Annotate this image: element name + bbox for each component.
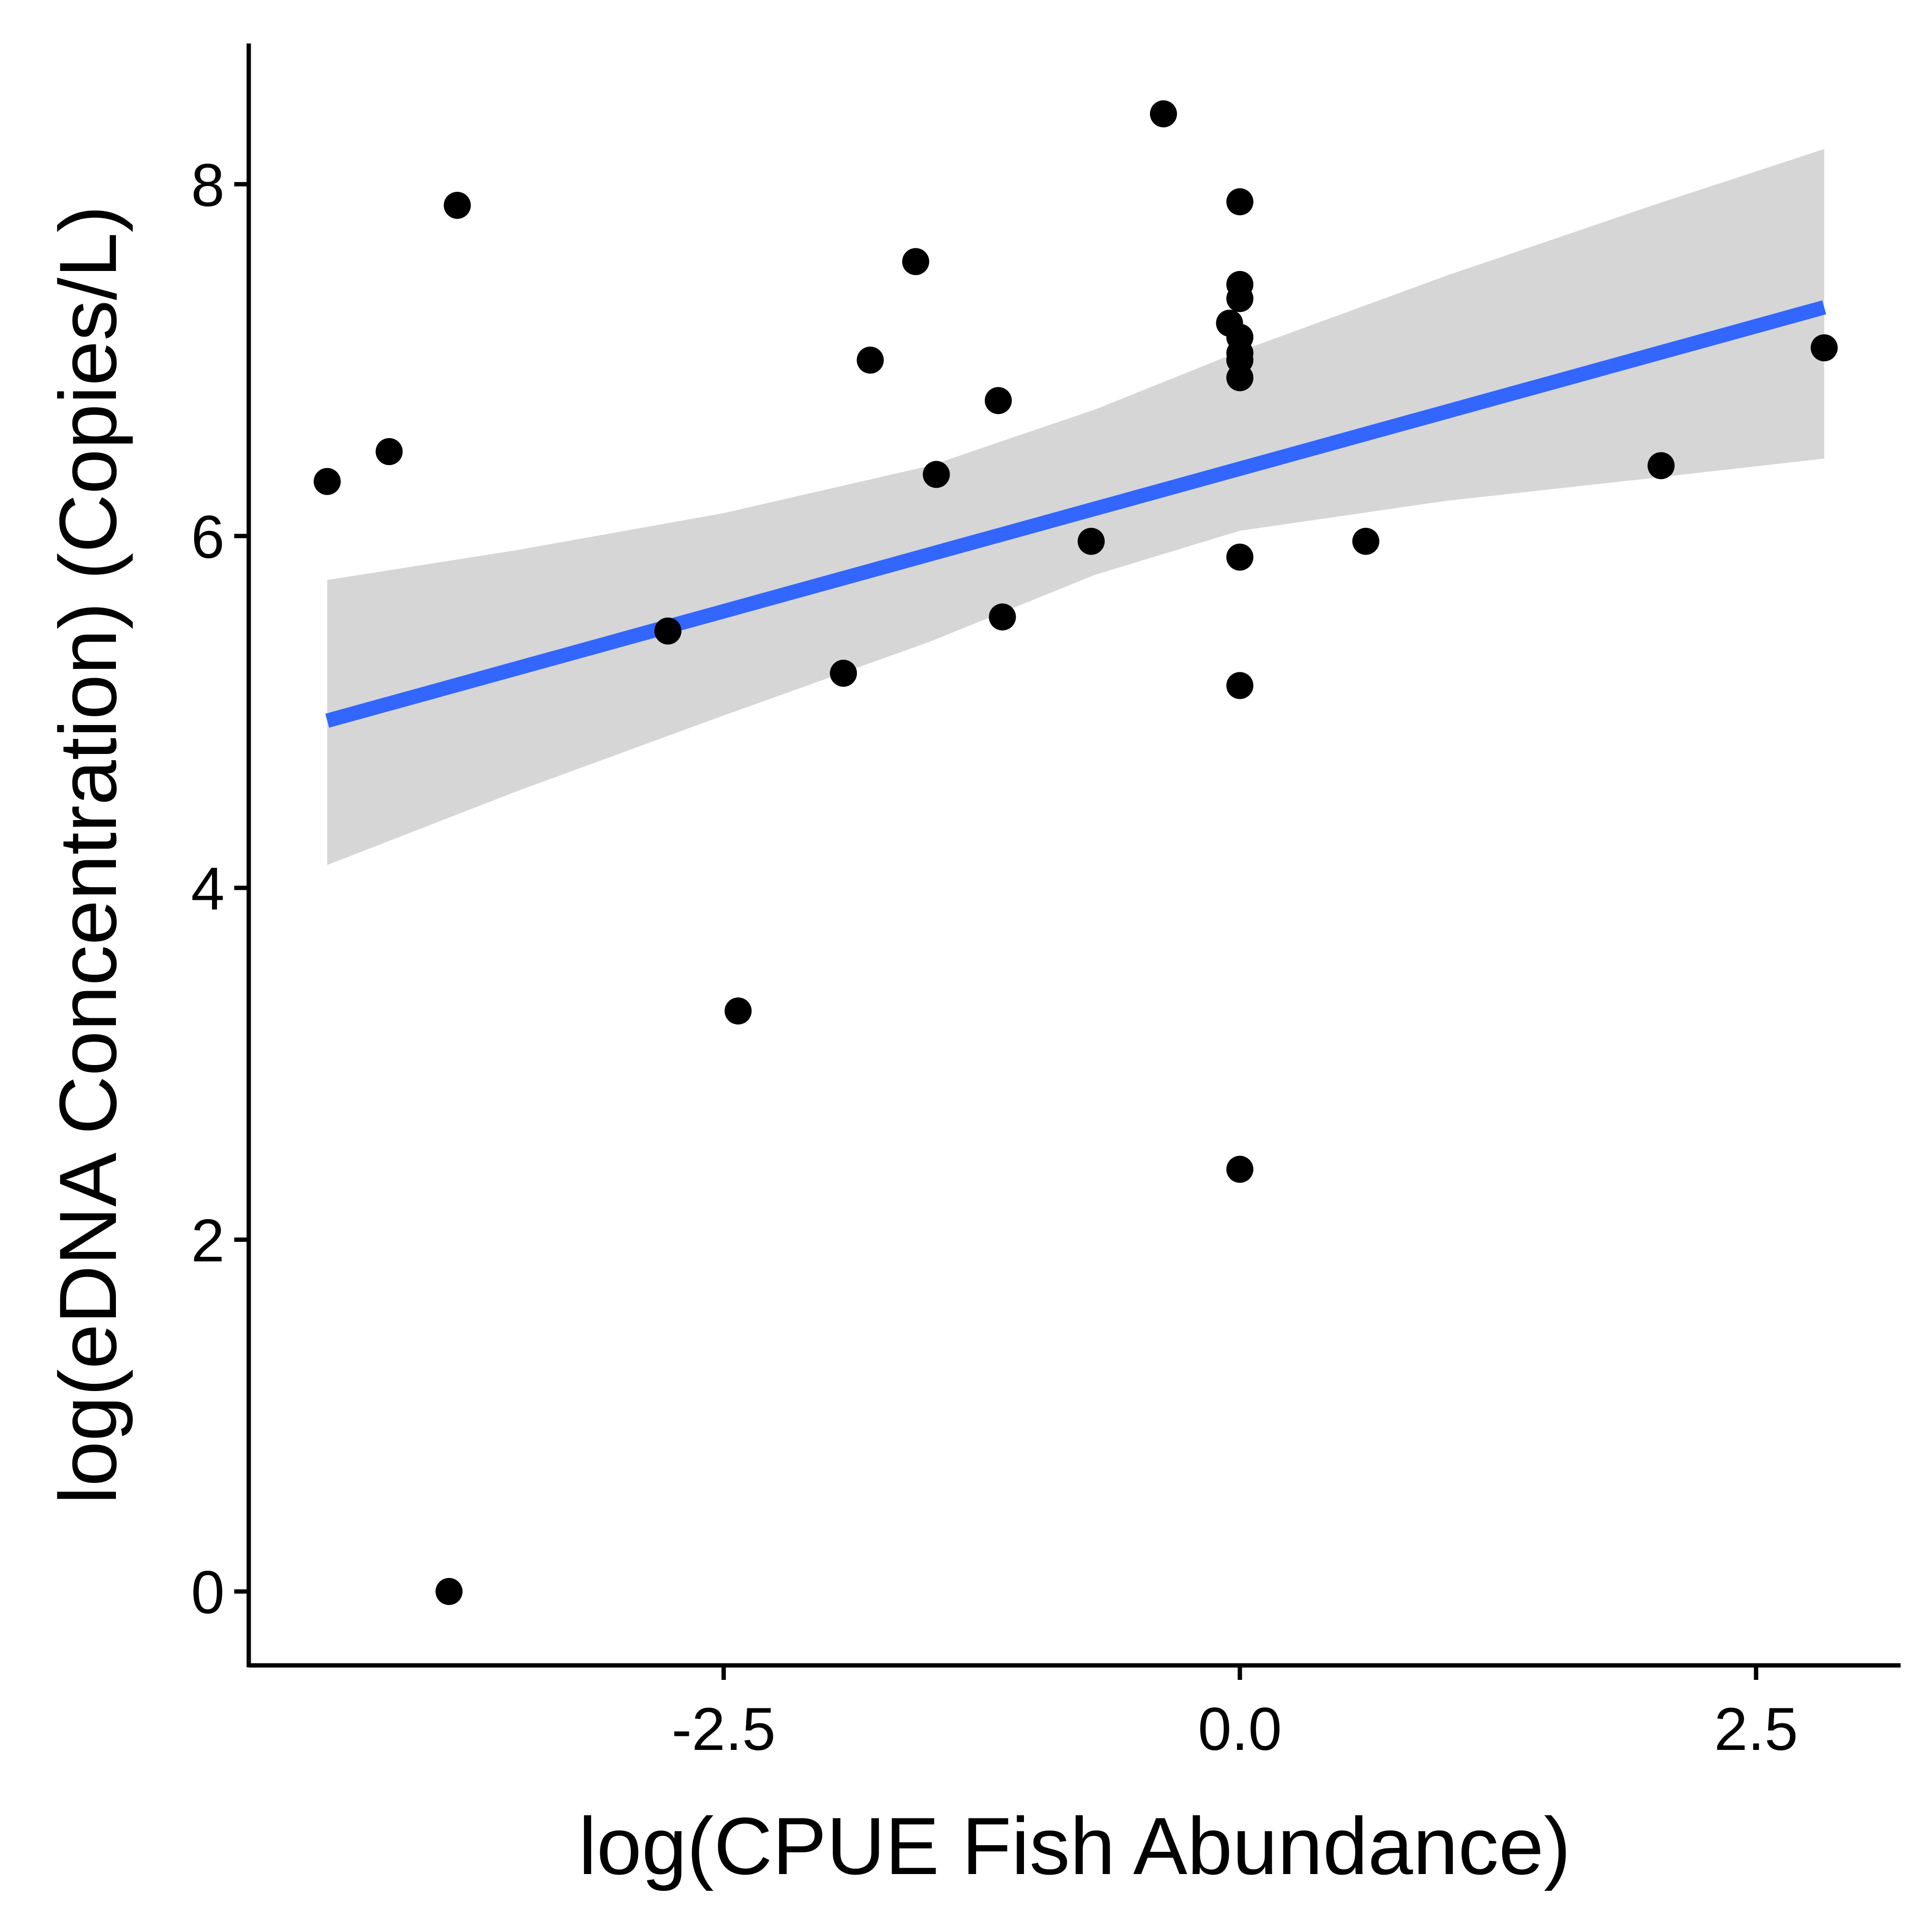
data-point <box>830 659 857 687</box>
data-point <box>435 1578 463 1605</box>
data-point <box>375 438 403 465</box>
data-point <box>923 461 950 488</box>
data-point <box>1226 672 1253 699</box>
y-tick-label: 4 <box>191 855 225 923</box>
data-point <box>1648 452 1675 480</box>
data-point <box>1150 100 1177 128</box>
data-point <box>856 346 884 374</box>
y-tick-label: 8 <box>191 152 225 219</box>
data-point <box>1226 543 1253 571</box>
data-point <box>654 617 682 645</box>
data-point <box>1226 364 1253 391</box>
y-tick-label: 2 <box>191 1208 225 1275</box>
data-point <box>313 468 341 495</box>
points-layer <box>313 100 1838 1605</box>
data-point <box>984 387 1012 414</box>
x-tick-label: 0.0 <box>1198 1696 1282 1763</box>
x-tick-label: -2.5 <box>672 1696 776 1763</box>
x-ticks-layer: -2.5 0.0 2.5 <box>672 1665 1798 1763</box>
fit-line-layer <box>325 300 1826 728</box>
data-point <box>1352 527 1379 555</box>
regression-line <box>325 300 1826 728</box>
x-tick-label: 2.5 <box>1714 1696 1798 1763</box>
x-axis-title: log(CPUE Fish Abundance) <box>579 1801 1571 1891</box>
data-point <box>1810 334 1838 362</box>
y-tick-label: 0 <box>191 1559 225 1626</box>
axes-layer <box>246 43 1901 1668</box>
y-ticks-layer: 0 2 4 6 8 <box>191 152 249 1626</box>
data-point <box>989 603 1016 631</box>
y-axis-title: log(eDNA Concentration) (Copies/L) <box>43 205 133 1504</box>
y-tick-label: 6 <box>191 504 225 571</box>
data-point <box>1226 188 1253 215</box>
data-point <box>724 997 752 1025</box>
data-point <box>1226 285 1253 313</box>
data-point <box>902 248 929 275</box>
data-point <box>1078 527 1105 555</box>
data-point <box>443 192 471 219</box>
data-point <box>1226 1155 1253 1183</box>
